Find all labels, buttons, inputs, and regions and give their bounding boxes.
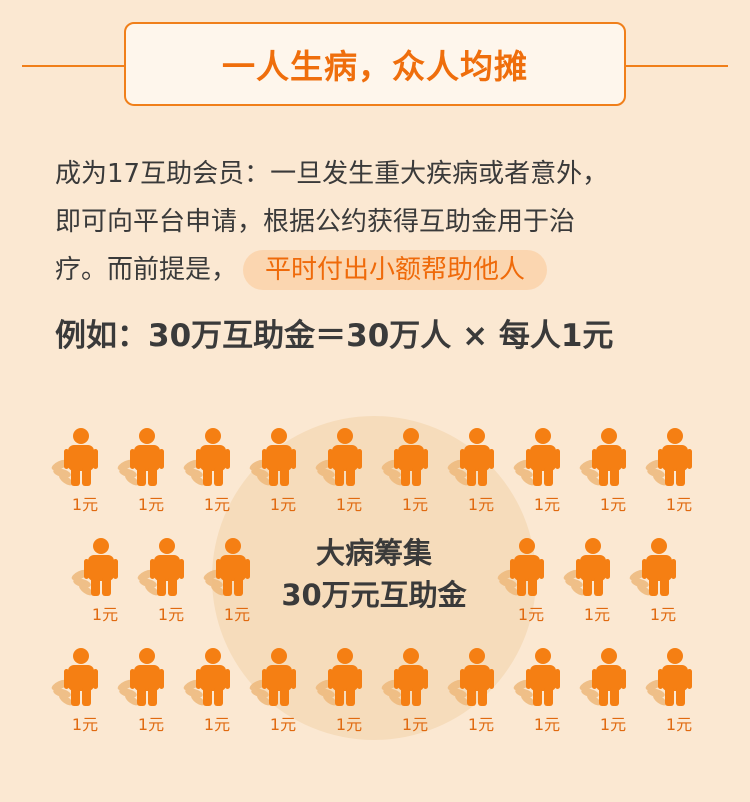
- person-amount-label: 1元: [517, 605, 545, 624]
- title-box: 一人生病，众人均摊: [124, 22, 626, 106]
- person-amount-label: 1元: [533, 495, 561, 514]
- person-amount-label: 1元: [665, 715, 693, 734]
- person-amount-label: 1元: [91, 605, 119, 624]
- circle-caption-line-2: 30万元互助金: [281, 578, 467, 612]
- intro-line-2: 即可向平台申请，根据公约获得互助金用于治: [55, 207, 576, 237]
- person-amount-label: 1元: [203, 715, 231, 734]
- person-figure: 1元: [446, 425, 526, 515]
- person-amount-label: 1元: [401, 715, 429, 734]
- person-figure: 1元: [578, 425, 658, 515]
- person-figure: 1元: [644, 645, 724, 735]
- person-figure: 1元: [380, 645, 460, 735]
- person-figure: 1元: [50, 425, 130, 515]
- person-amount-label: 1元: [467, 495, 495, 514]
- person-figure: 1元: [136, 535, 216, 625]
- intro-line-3-text: 疗。而前提是，: [55, 255, 238, 285]
- example-text: 例如：30万互助金＝30万人 × 每人1元: [55, 318, 614, 354]
- person-amount-label: 1元: [583, 605, 611, 624]
- person-figure: 1元: [578, 645, 658, 735]
- person-figure: 1元: [314, 425, 394, 515]
- person-amount-label: 1元: [335, 495, 363, 514]
- person-amount-label: 1元: [599, 715, 627, 734]
- person-amount-label: 1元: [401, 495, 429, 514]
- person-amount-label: 1元: [335, 715, 363, 734]
- person-amount-label: 1元: [157, 605, 185, 624]
- person-figure: 1元: [116, 645, 196, 735]
- person-figure: 1元: [644, 425, 724, 515]
- person-figure: 1元: [314, 645, 394, 735]
- title-banner: 一人生病，众人均摊: [0, 22, 750, 108]
- person-amount-label: 1元: [649, 605, 677, 624]
- person-figure: 1元: [70, 535, 150, 625]
- person-amount-label: 1元: [137, 715, 165, 734]
- person-amount-label: 1元: [533, 715, 561, 734]
- person-figure: 1元: [248, 425, 328, 515]
- person-figure: 1元: [182, 645, 262, 735]
- person-amount-label: 1元: [665, 495, 693, 514]
- person-figure: 1元: [202, 535, 282, 625]
- person-amount-label: 1元: [71, 495, 99, 514]
- circle-caption-line-1: 大病筹集: [315, 536, 432, 570]
- person-amount-label: 1元: [137, 495, 165, 514]
- person-figure: 1元: [496, 535, 576, 625]
- person-figure: 1元: [380, 425, 460, 515]
- intro-paragraph: 成为17互助会员：一旦发生重大疾病或者意外， 即可向平台申请，根据公约获得互助金…: [55, 150, 705, 294]
- title-left-rule: [22, 65, 126, 67]
- person-amount-label: 1元: [467, 715, 495, 734]
- person-amount-label: 1元: [599, 495, 627, 514]
- person-amount-label: 1元: [269, 495, 297, 514]
- person-figure: 1元: [50, 645, 130, 735]
- highlight-pill: 平时付出小额帮助他人: [243, 250, 548, 290]
- person-amount-label: 1元: [71, 715, 99, 734]
- page-title: 一人生病，众人均摊: [222, 47, 528, 86]
- person-figure: 1元: [116, 425, 196, 515]
- person-figure: 1元: [562, 535, 642, 625]
- person-figure: 1元: [512, 645, 592, 735]
- person-figure: 1元: [182, 425, 262, 515]
- intro-line-1: 成为17互助会员：一旦发生重大疾病或者意外，: [55, 159, 609, 189]
- person-figure: 1元: [248, 645, 328, 735]
- intro-line-3: 疗。而前提是， 平时付出小额帮助他人: [55, 246, 705, 294]
- person-figure: 1元: [446, 645, 526, 735]
- person-figure: 1元: [628, 535, 708, 625]
- person-figure: 1元: [512, 425, 592, 515]
- circle-caption: 大病筹集 30万元互助金: [240, 532, 508, 616]
- person-amount-label: 1元: [203, 495, 231, 514]
- person-amount-label: 1元: [223, 605, 251, 624]
- person-amount-label: 1元: [269, 715, 297, 734]
- title-right-rule: [624, 65, 728, 67]
